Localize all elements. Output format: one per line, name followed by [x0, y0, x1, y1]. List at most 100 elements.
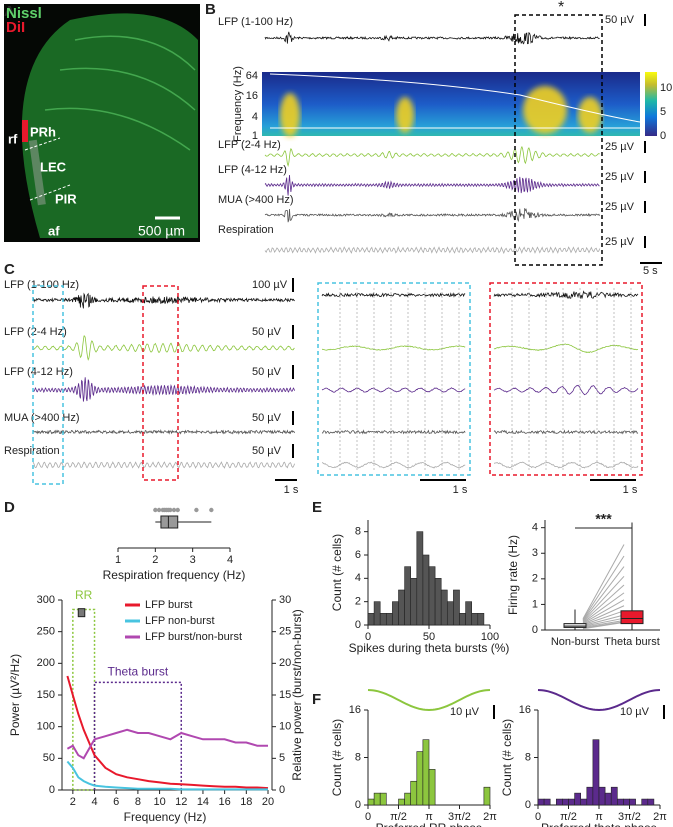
trace-label: LFP (1-100 Hz) — [218, 16, 293, 28]
paired-line — [582, 617, 625, 627]
scale-label: 10 µV — [450, 706, 480, 718]
x-tick-label: 100 — [481, 631, 499, 643]
electrode-track — [28, 139, 46, 206]
bar — [459, 613, 466, 626]
zoom-box — [489, 282, 643, 476]
x-tick-label: 3π/2 — [448, 811, 471, 823]
highlight-box — [514, 14, 603, 266]
x-tick-label: π — [425, 811, 433, 823]
y-tick-label: 15 — [279, 689, 291, 701]
data-point — [153, 507, 158, 513]
bar — [647, 798, 655, 806]
bar — [440, 589, 448, 626]
bar — [610, 786, 618, 806]
image-label: PRh — [30, 124, 56, 139]
significance: *** — [595, 511, 612, 527]
colorbar-tick: 5 — [660, 106, 666, 118]
colorbar — [645, 72, 657, 136]
y-tick-label: 3 — [532, 547, 538, 559]
x-tick-label: 3π/2 — [618, 811, 641, 823]
scale-label: 50 µV — [605, 14, 635, 26]
x-tick-label: π/2 — [560, 811, 577, 823]
x-tick-label: 12 — [175, 796, 187, 808]
zoom-box — [142, 285, 179, 481]
y-tick-label: 0 — [49, 784, 55, 796]
y-tick-label: 0 — [279, 784, 285, 796]
panel-label: E — [312, 499, 322, 516]
bar — [367, 613, 375, 626]
y-tick-label: 16 — [349, 704, 361, 716]
data-point — [175, 507, 180, 513]
bar — [574, 792, 581, 806]
signal-trace — [321, 387, 466, 393]
bar — [428, 769, 436, 806]
y-tick-label: 5 — [279, 752, 285, 764]
axis-label: Spikes during theta bursts (%) — [349, 641, 510, 655]
bar — [604, 792, 612, 806]
x-tick-label: Theta burst — [604, 636, 660, 648]
axis-label: Frequency (Hz) — [232, 66, 244, 142]
x-tick-label: 2 — [70, 796, 76, 808]
trace-label: LFP (1-100 Hz) — [4, 279, 79, 291]
axis-label: Count (# cells) — [330, 534, 344, 611]
trace-label: MUA (>400 Hz) — [4, 412, 80, 424]
bar — [562, 798, 569, 806]
theta-band — [93, 681, 183, 790]
significance: * — [558, 0, 564, 16]
axis-label: Preferred RR phase — [376, 821, 483, 827]
paired-line — [582, 555, 625, 620]
paired-line — [582, 575, 625, 622]
scale-label: 10 µV — [620, 706, 650, 718]
axis-label: Frequency (Hz) — [124, 810, 207, 824]
y-tick-label: 250 — [37, 626, 55, 638]
bar — [543, 798, 551, 806]
legend-label: LFP burst — [145, 599, 193, 611]
box — [620, 610, 644, 625]
paired-line — [582, 592, 625, 623]
x-tick-label: 20 — [262, 796, 274, 808]
spectral-power-blob — [280, 93, 300, 137]
signal-trace — [264, 31, 600, 45]
scale-label: 25 µV — [605, 171, 635, 183]
x-tick-label: 8 — [135, 796, 141, 808]
signal-trace — [493, 384, 639, 396]
bar — [392, 601, 399, 626]
y-tick-label: 4 — [355, 572, 361, 584]
signal-trace — [264, 208, 600, 223]
signal-trace — [32, 292, 295, 309]
paired-line — [582, 621, 625, 630]
x-tick-label: Non-burst — [551, 636, 599, 648]
y-tick-label: 16 — [519, 704, 531, 716]
bar — [404, 566, 412, 626]
data-point — [156, 507, 162, 513]
annotation: RR — [75, 588, 93, 602]
scale-label: 25 µV — [605, 141, 635, 153]
tick-label: 64 — [246, 70, 258, 82]
bar — [416, 751, 424, 806]
x-tick-label: 0 — [365, 631, 371, 643]
tick-label: 1 — [252, 130, 258, 142]
x-tick-label: 18 — [240, 796, 252, 808]
signal-trace — [493, 429, 639, 435]
tick-label: 4 — [252, 111, 258, 123]
x-tick-label: 2π — [483, 811, 497, 823]
scale-label: 50 µV — [252, 326, 282, 338]
bar — [434, 578, 442, 626]
y-tick-label: 100 — [37, 721, 55, 733]
y-tick-label: 0 — [355, 799, 361, 811]
bar — [477, 613, 485, 626]
image-label: PIR — [55, 191, 77, 206]
x-tick-label: 14 — [197, 796, 209, 808]
signal-trace — [32, 335, 295, 361]
colorbar-tick: 10 — [660, 82, 672, 94]
bar — [580, 798, 588, 806]
bar — [367, 798, 375, 806]
signal-trace — [321, 292, 466, 298]
x-tick-label: 2 — [152, 554, 158, 566]
x-tick-label: 10 — [153, 796, 165, 808]
data-line — [66, 760, 268, 791]
bar — [373, 792, 381, 806]
y-tick-label: 8 — [355, 751, 361, 763]
panel-label: D — [4, 499, 15, 516]
scale-label: 25 µV — [605, 236, 635, 248]
